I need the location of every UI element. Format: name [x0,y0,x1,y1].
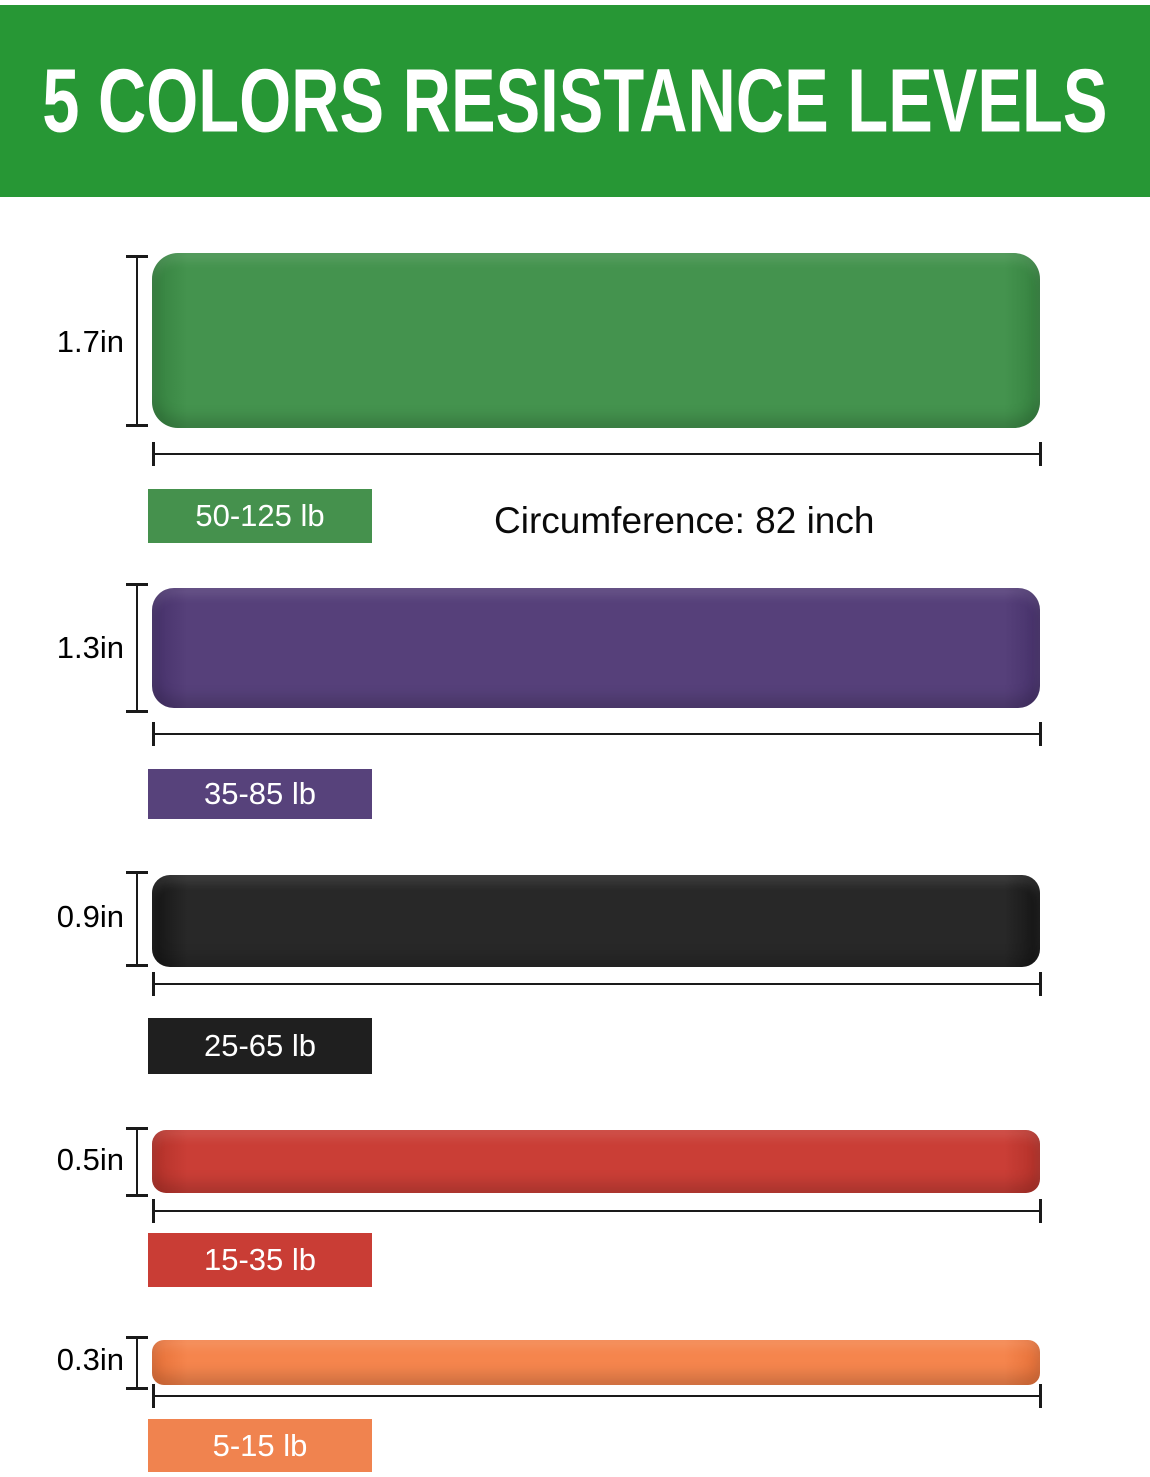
length-measure-line [152,442,1042,466]
width-dimension-label: 0.3in [56,1342,124,1377]
width-dimension-label: 1.3in [56,630,124,665]
resistance-band-orange [152,1340,1040,1385]
width-dimension-label: 0.9in [56,899,124,934]
resistance-range-badge: 50-125 lb [148,489,372,543]
resistance-range-badge: 5-15 lb [148,1419,372,1472]
resistance-band-black [152,875,1040,967]
length-measure-line [152,1384,1042,1408]
length-measure-line [152,1199,1042,1223]
circumference-note: Circumference: 82 inch [494,500,875,541]
height-measure-line [126,871,148,967]
resistance-range-badge: 15-35 lb [148,1233,372,1287]
page-title: 5 COLORS RESISTANCE LEVELS [42,50,1108,151]
resistance-band-red [152,1130,1040,1193]
resistance-range-badge: 25-65 lb [148,1018,372,1074]
length-measure-line [152,722,1042,746]
height-measure-line [126,1127,148,1197]
width-dimension-label: 0.5in [56,1142,124,1177]
resistance-range-badge: 35-85 lb [148,769,372,819]
resistance-band-green [152,253,1040,428]
height-measure-line [126,583,148,713]
height-measure-line [126,1336,148,1390]
header-banner: 5 COLORS RESISTANCE LEVELS [0,5,1150,197]
resistance-band-purple [152,588,1040,708]
width-dimension-label: 1.7in [56,324,124,359]
length-measure-line [152,972,1042,996]
height-measure-line [126,255,148,427]
